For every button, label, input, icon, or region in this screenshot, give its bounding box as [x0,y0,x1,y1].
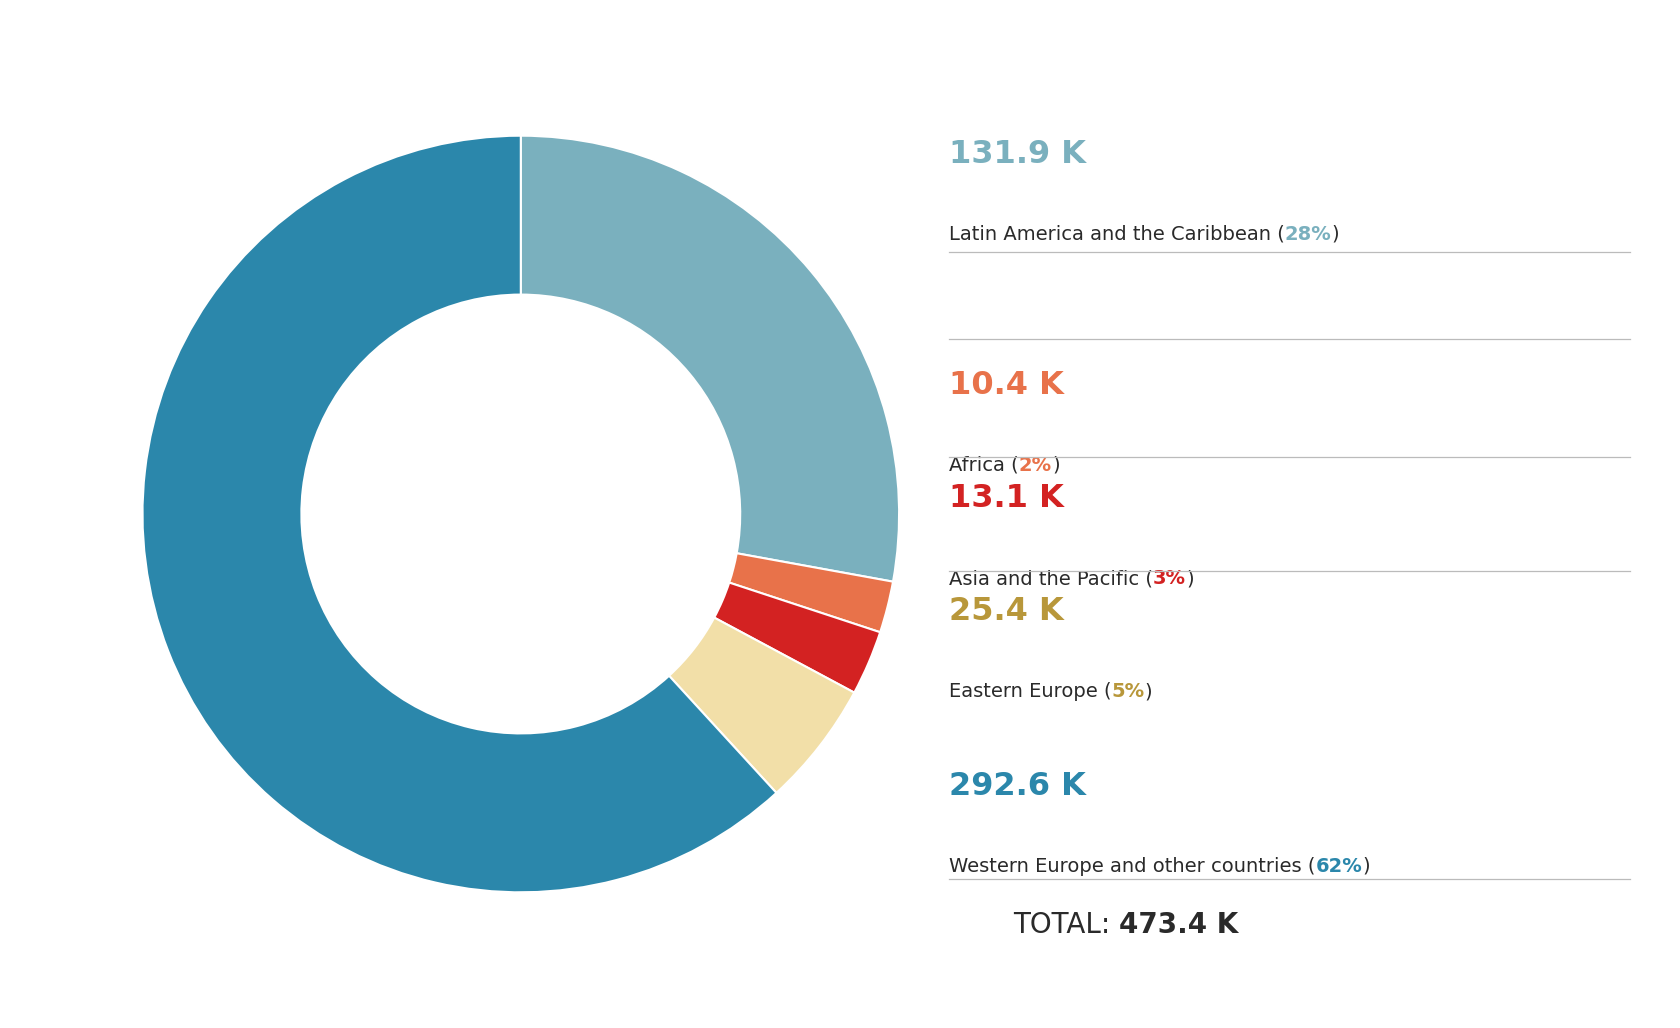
Text: ): ) [1186,570,1194,588]
Text: Africa (: Africa ( [949,456,1018,475]
Text: Asia and the Pacific (: Asia and the Pacific ( [949,570,1152,588]
Wedge shape [714,583,880,693]
Text: 10.4 K: 10.4 K [949,370,1063,401]
Text: Eastern Europe (: Eastern Europe ( [949,683,1112,701]
Text: 473.4 K: 473.4 K [1119,911,1238,939]
Text: 25.4 K: 25.4 K [949,596,1063,627]
Text: TOTAL:: TOTAL: [1013,911,1119,939]
Text: Latin America and the Caribbean (: Latin America and the Caribbean ( [949,225,1285,244]
Text: ): ) [1144,683,1152,701]
Text: ): ) [1332,225,1339,244]
Wedge shape [729,553,894,632]
Text: 28%: 28% [1285,225,1332,244]
Wedge shape [669,618,853,793]
Text: 13.1 K: 13.1 K [949,483,1063,514]
Text: Western Europe and other countries (: Western Europe and other countries ( [949,857,1315,876]
Text: ): ) [1052,456,1060,475]
Text: 3%: 3% [1152,570,1186,588]
Text: ): ) [1362,857,1369,876]
Wedge shape [143,136,776,892]
Text: 292.6 K: 292.6 K [949,771,1085,802]
Text: 62%: 62% [1315,857,1362,876]
Wedge shape [521,136,899,582]
Text: 2%: 2% [1018,456,1052,475]
Text: 131.9 K: 131.9 K [949,139,1087,170]
Text: 5%: 5% [1112,683,1144,701]
